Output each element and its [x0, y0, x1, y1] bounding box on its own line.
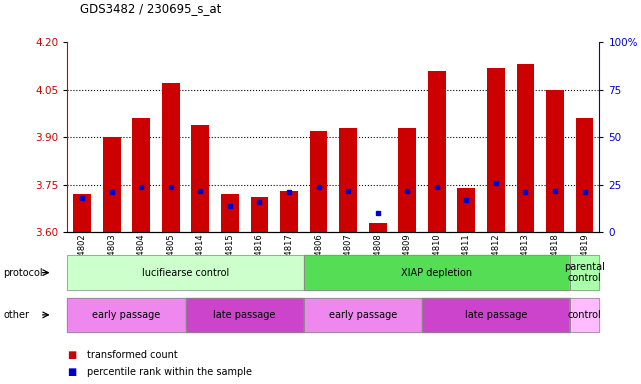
- Bar: [103, 137, 121, 232]
- Text: ■: ■: [67, 350, 76, 360]
- Bar: [73, 194, 91, 232]
- Bar: [310, 131, 328, 232]
- Bar: [369, 223, 387, 232]
- Bar: [576, 118, 594, 232]
- Bar: [517, 65, 535, 232]
- Text: late passage: late passage: [213, 310, 276, 320]
- Text: parental
control: parental control: [564, 262, 605, 283]
- Text: percentile rank within the sample: percentile rank within the sample: [87, 367, 251, 377]
- Bar: [339, 128, 357, 232]
- Text: late passage: late passage: [465, 310, 527, 320]
- Text: ■: ■: [67, 367, 76, 377]
- Bar: [192, 125, 209, 232]
- Bar: [221, 194, 238, 232]
- Bar: [280, 191, 298, 232]
- Bar: [546, 90, 564, 232]
- Text: early passage: early passage: [92, 310, 160, 320]
- Text: early passage: early passage: [329, 310, 397, 320]
- Bar: [132, 118, 150, 232]
- Text: transformed count: transformed count: [87, 350, 178, 360]
- Bar: [162, 83, 179, 232]
- Text: control: control: [568, 310, 601, 320]
- Bar: [251, 197, 269, 232]
- Text: lucifiearse control: lucifiearse control: [142, 268, 229, 278]
- Bar: [487, 68, 504, 232]
- Text: other: other: [3, 310, 29, 320]
- Bar: [398, 128, 416, 232]
- Text: GDS3482 / 230695_s_at: GDS3482 / 230695_s_at: [80, 2, 222, 15]
- Bar: [428, 71, 445, 232]
- Bar: [458, 188, 475, 232]
- Text: XIAP depletion: XIAP depletion: [401, 268, 472, 278]
- Text: protocol: protocol: [3, 268, 43, 278]
